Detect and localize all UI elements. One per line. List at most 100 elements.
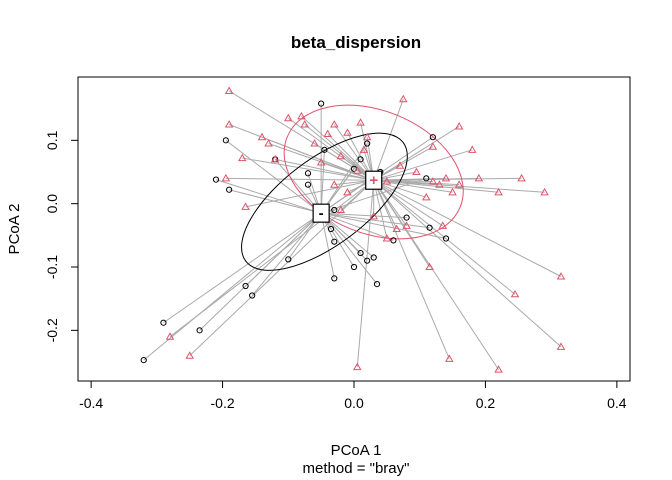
distance-segment: [373, 179, 499, 370]
centroid-marker: +: [365, 170, 383, 190]
distance-segment: [321, 212, 430, 229]
distance-segment: [229, 189, 322, 214]
y-tick-label: -0.2: [44, 318, 60, 342]
distance-segment: [320, 212, 394, 241]
sample-point-triangle: [382, 177, 392, 185]
y-tick-label: -0.1: [44, 255, 60, 279]
distance-segment: [215, 179, 322, 214]
distance-segment: [275, 158, 374, 181]
sample-point-triangle: [238, 153, 247, 162]
sample-point-circle: [442, 235, 450, 242]
distance-segment: [373, 179, 516, 295]
distance-segment: [373, 179, 562, 348]
sample-point-triangle: [310, 139, 319, 147]
sample-point-circle: [364, 257, 371, 264]
sample-point-triangle: [425, 262, 434, 271]
sample-point-circle: [304, 170, 312, 177]
sample-point-circle: [429, 134, 436, 141]
sample-point-circle: [321, 146, 328, 153]
distance-segment: [356, 180, 375, 368]
distance-segment: [225, 139, 322, 214]
sample-point-triangle: [353, 362, 362, 371]
sample-point-circle: [331, 238, 338, 245]
sample-point-circle: [196, 327, 203, 334]
sample-point-triangle: [257, 132, 267, 141]
centroid-box: [312, 203, 330, 223]
sample-point-triangle: [412, 167, 421, 176]
sample-point-triangle: [556, 272, 566, 280]
distance-segment: [373, 179, 562, 277]
sample-point-triangle: [224, 120, 234, 128]
sample-point-triangle: [356, 118, 365, 126]
distance-segment: [373, 125, 460, 181]
sample-point-triangle: [165, 332, 175, 340]
sample-point-triangle: [353, 166, 362, 174]
distance-segment: [320, 213, 335, 279]
distance-segment: [320, 149, 325, 214]
sample-point-triangle: [316, 158, 326, 166]
sample-point-circle: [350, 263, 358, 271]
sample-point-triangle: [392, 224, 401, 233]
sample-point-triangle: [297, 111, 306, 120]
sample-point-triangle: [422, 192, 431, 201]
distance-segment: [373, 179, 545, 193]
distance-segment: [251, 212, 322, 296]
sample-point-triangle: [284, 113, 293, 122]
x-axis: -0.4 -0.2 0.0 0.2 0.4: [79, 380, 627, 411]
distance-segment: [242, 157, 374, 181]
distance-segment: [320, 162, 374, 181]
distance-segment: [143, 212, 322, 361]
sample-point-triangle: [336, 151, 346, 160]
sample-point-triangle: [185, 351, 194, 359]
x-tick-label: 0.2: [476, 395, 496, 411]
distance-segment: [321, 212, 407, 219]
sample-point-circle: [242, 282, 249, 290]
group-centroids: -+: [312, 170, 383, 223]
sample-point-triangle: [300, 120, 309, 128]
sample-point-triangle: [343, 187, 352, 196]
sample-point-circle: [327, 225, 335, 233]
sample-points: [140, 86, 566, 373]
sample-point-triangle: [510, 289, 520, 298]
sample-point-triangle: [540, 187, 549, 196]
sample-point-circle: [426, 224, 433, 231]
distance-segment: [373, 179, 427, 198]
sample-point-triangle: [428, 177, 438, 185]
sample-point-triangle: [264, 139, 273, 147]
sample-point-triangle: [369, 211, 378, 220]
sample-point-triangle: [241, 202, 250, 210]
distance-segment: [320, 212, 378, 285]
sample-point-triangle: [494, 365, 503, 373]
sample-point-triangle: [362, 132, 372, 141]
sample-point-circle: [373, 281, 381, 288]
y-axis-label: PCoA 2: [6, 204, 23, 255]
sample-point-triangle: [448, 187, 457, 196]
sample-point-triangle: [336, 205, 346, 214]
distance-segment: [304, 124, 375, 181]
distance-segment: [163, 212, 322, 324]
sample-point-triangle: [382, 234, 392, 242]
sample-point-circle: [331, 206, 338, 214]
distance-segment: [320, 212, 375, 258]
distance-segment: [189, 179, 375, 357]
sample-point-circle: [357, 156, 364, 163]
centroid-marker: -: [312, 203, 330, 223]
sample-point-triangle: [517, 173, 526, 182]
sample-point-triangle: [224, 86, 234, 94]
sample-point-circle: [226, 186, 233, 193]
distance-segment: [373, 179, 453, 193]
sample-point-triangle: [441, 173, 451, 182]
dispersion-ellipse: [283, 104, 464, 240]
sample-point-triangle: [399, 94, 408, 103]
sample-point-circle: [249, 292, 256, 299]
sample-point-triangle: [402, 221, 411, 229]
sample-point-circle: [212, 176, 220, 183]
sample-point-triangle: [435, 180, 444, 188]
sample-point-triangle: [445, 354, 454, 362]
sample-point-triangle: [474, 173, 484, 182]
x-tick-label: 0.4: [607, 395, 627, 411]
sample-point-triangle: [428, 142, 438, 150]
sample-point-triangle: [330, 120, 339, 128]
distance-segment: [373, 180, 450, 360]
